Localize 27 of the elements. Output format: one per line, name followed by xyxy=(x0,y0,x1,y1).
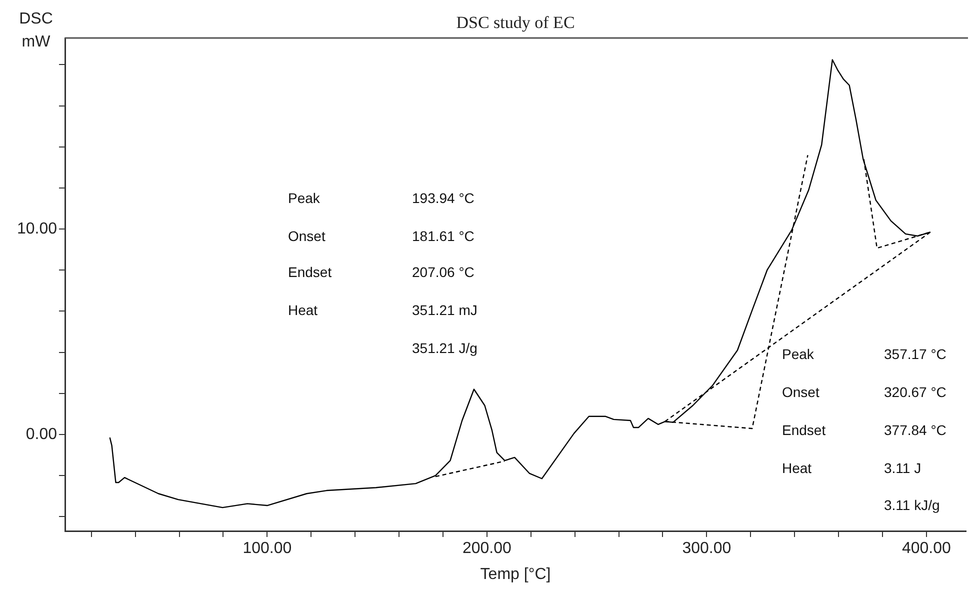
x-axis-title: Temp [°C] xyxy=(480,566,551,583)
annotation: Peak xyxy=(288,190,321,206)
annotation: 207.06 °C xyxy=(412,264,474,280)
annotation: 351.21 J/g xyxy=(412,340,478,356)
annotation: 3.11 J xyxy=(884,460,922,476)
annotation: Endset xyxy=(782,422,826,438)
annotation: 193.94 °C xyxy=(412,190,474,206)
annotation: 377.84 °C xyxy=(884,422,946,438)
annotation: Onset xyxy=(288,228,326,244)
x-tick-label: 200.00 xyxy=(462,540,512,558)
annotation: Heat xyxy=(288,302,318,318)
y-axis-title: DSC mW xyxy=(19,10,53,50)
annotation: 357.17 °C xyxy=(884,346,946,362)
y-tick-label: 0.00 xyxy=(26,426,58,443)
x-tick-label: 400.00 xyxy=(902,540,952,558)
annotation: 320.67 °C xyxy=(884,384,946,400)
x-tick-label: 300.00 xyxy=(682,540,732,558)
annotation: Heat xyxy=(782,460,812,476)
chart-title: DSC study of EC xyxy=(456,12,575,32)
y-tick-label: 10.00 xyxy=(16,220,58,238)
annotation: 351.21 mJ xyxy=(412,302,478,318)
annotation: 3.11 kJ/g xyxy=(884,496,940,513)
annotation: Peak xyxy=(782,346,815,362)
x-tick-label: 100.00 xyxy=(242,540,292,558)
annotation: Endset xyxy=(288,264,332,280)
annotation: Onset xyxy=(782,384,820,400)
annotation: 181.61 °C xyxy=(412,228,474,244)
